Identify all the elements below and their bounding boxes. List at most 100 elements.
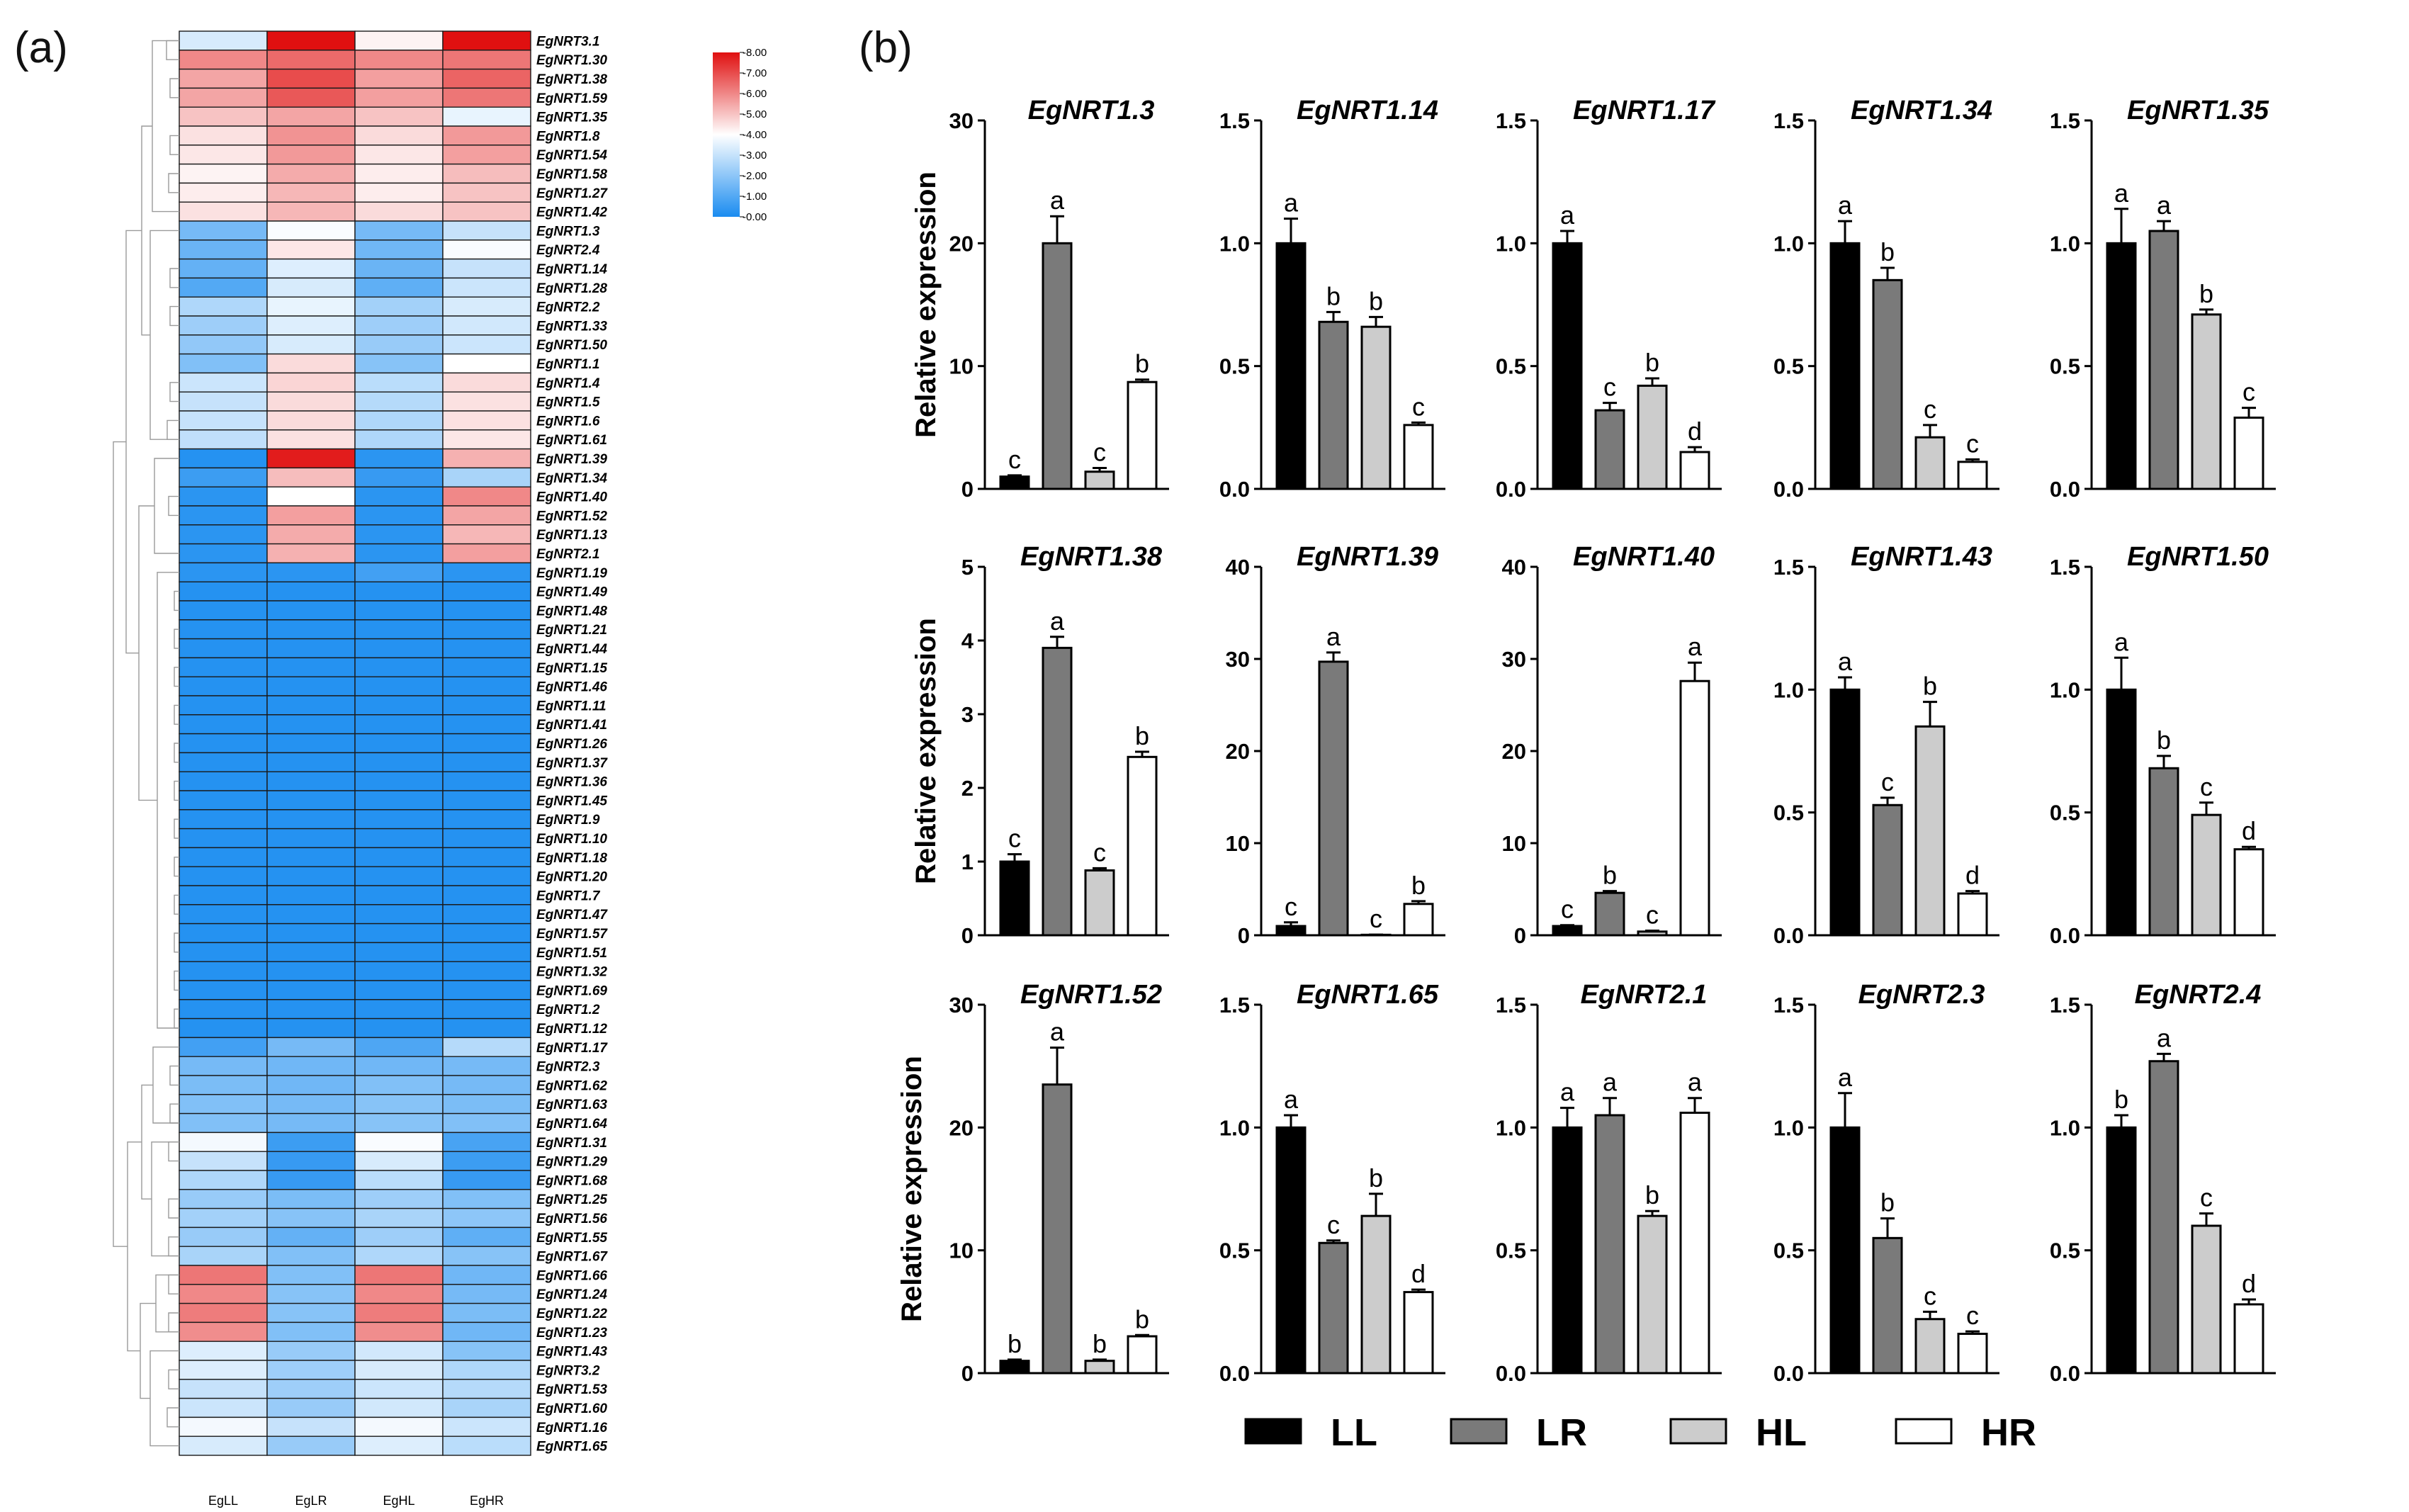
- bar-hl: [1360, 1214, 1392, 1375]
- bar-lr: [1318, 660, 1349, 937]
- bar-panel-title: EgNRT1.40: [1573, 542, 1715, 572]
- heatmap-cell: [354, 828, 444, 849]
- heatmap-cell: [266, 1017, 356, 1039]
- heatmap-row-label: EgNRT1.32: [536, 965, 607, 980]
- heatmap-cell: [266, 239, 356, 260]
- heatmap-cell: [442, 1341, 531, 1361]
- heatmap-cell: [354, 1397, 444, 1418]
- heatmap-cell: [266, 145, 356, 165]
- bar-panel-title: EgNRT1.43: [1851, 542, 1992, 572]
- bar-lr: [1318, 1241, 1349, 1375]
- heatmap-cell: [179, 296, 268, 317]
- y-tick-label: 0.0: [2050, 923, 2080, 948]
- y-tick-label: 0: [961, 1361, 974, 1386]
- bar-panel-title: EgNRT1.50: [2127, 542, 2269, 572]
- heatmap-row-label: EgNRT1.64: [536, 1117, 607, 1132]
- heatmap-cell: [354, 1094, 444, 1115]
- legend-label-hr: HR: [1981, 1411, 2036, 1454]
- dendrogram-branch: [168, 173, 179, 193]
- heatmap-row-label: EgNRT1.17: [536, 1041, 608, 1056]
- bar-hl: [1084, 869, 1115, 937]
- heatmap-cell: [442, 1265, 531, 1285]
- bar-hl: [1360, 325, 1392, 490]
- y-tick-label: 0.0: [1496, 477, 1526, 502]
- y-tick-label: 20: [1226, 739, 1250, 764]
- heatmap-cell: [442, 1151, 531, 1171]
- dendrogram-branch: [169, 78, 179, 98]
- heatmap-cell: [179, 1302, 268, 1324]
- heatmap-row-label: EgNRT1.15: [536, 661, 607, 676]
- heatmap-cell: [354, 1170, 444, 1190]
- bar-panel: 0 10 20 30 EgNRT1.3 c a c b: [949, 96, 1169, 502]
- heatmap-cell: [266, 315, 356, 336]
- colorbar-tick-label: -5.00: [743, 108, 767, 120]
- heatmap-cell: [442, 885, 531, 905]
- heatmap-row-label: EgNRT1.5: [536, 395, 600, 410]
- dendrogram-branch: [174, 667, 179, 687]
- bar-panel-title: EgNRT2.1: [1581, 980, 1708, 1010]
- bar-hr: [1403, 903, 1434, 937]
- heatmap-cell: [266, 847, 356, 867]
- heatmap-cell: [179, 961, 268, 981]
- heatmap-cell: [179, 980, 268, 1000]
- heatmap-cell: [354, 1321, 444, 1342]
- significance-letter: c: [1603, 373, 1616, 402]
- heatmap-row-label: EgNRT1.20: [536, 870, 607, 885]
- bar-panel: 0.0 0.5 1.0 1.5 EgNRT1.65 a cb d: [1219, 980, 1445, 1386]
- significance-letter: b: [1135, 1304, 1149, 1333]
- heatmap-cell: [179, 1112, 268, 1134]
- heatmap-cell: [266, 562, 356, 582]
- bar-hr: [1957, 1333, 1988, 1375]
- heatmap-cell: [354, 220, 444, 241]
- dendrogram-branch: [174, 704, 179, 725]
- heatmap-cell: [266, 50, 356, 70]
- heatmap-cell: [442, 68, 531, 89]
- heatmap-cell: [354, 1056, 444, 1076]
- significance-letter: a: [1560, 201, 1575, 230]
- dendrogram-branch: [127, 1141, 142, 1352]
- heatmap-cell: [179, 1132, 268, 1152]
- bar-ll: [2106, 242, 2137, 490]
- heatmap-cell: [266, 1435, 356, 1456]
- significance-letter: b: [1880, 1188, 1895, 1217]
- heatmap-cell: [266, 125, 356, 146]
- heatmap-cell: [354, 163, 444, 184]
- heatmap-row-label: EgNRT1.58: [536, 167, 607, 182]
- y-axis-label: Relative expression: [896, 1056, 927, 1322]
- dendrogram-branch: [174, 857, 179, 877]
- heatmap-cell: [179, 1056, 268, 1076]
- heatmap-row-label: EgNRT2.3: [536, 1060, 600, 1075]
- heatmap-cell: [442, 1416, 531, 1437]
- heatmap-cell: [354, 353, 444, 374]
- heatmap-cell: [266, 1132, 356, 1152]
- heatmap-row-label: EgNRT1.18: [536, 851, 607, 866]
- significance-letter: b: [1923, 672, 1937, 701]
- y-tick-label: 10: [949, 354, 974, 379]
- heatmap-row-label: EgNRT1.45: [536, 794, 607, 808]
- bar-lr: [1042, 1083, 1073, 1375]
- heatmap-row-label: EgNRT1.12: [536, 1022, 607, 1037]
- significance-letter: a: [2157, 191, 2172, 220]
- heatmap-cell: [179, 790, 268, 811]
- panel-a-label: (a): [14, 23, 68, 72]
- heatmap-cell: [179, 847, 268, 867]
- dendrogram-branch: [168, 1198, 179, 1219]
- heatmap-cell: [442, 1094, 531, 1115]
- heatmap-cell: [354, 752, 444, 772]
- bar-hr: [1679, 451, 1710, 490]
- heatmap-cell: [266, 505, 356, 526]
- heatmap-cell: [442, 695, 531, 716]
- heatmap-cell: [442, 1170, 531, 1190]
- heatmap-cell: [442, 524, 531, 545]
- heatmap-cell: [442, 1360, 531, 1380]
- heatmap-row-label: EgNRT1.63: [536, 1098, 607, 1112]
- heatmap-cell: [266, 68, 356, 89]
- heatmap-row-label: EgNRT1.34: [536, 471, 607, 486]
- bar-hr: [1403, 1291, 1434, 1375]
- heatmap-cell: [442, 752, 531, 772]
- significance-letter: b: [1880, 237, 1895, 266]
- y-tick-label: 0.0: [1219, 1361, 1250, 1386]
- heatmap-cell: [442, 239, 531, 260]
- heatmap-cell: [266, 1207, 356, 1229]
